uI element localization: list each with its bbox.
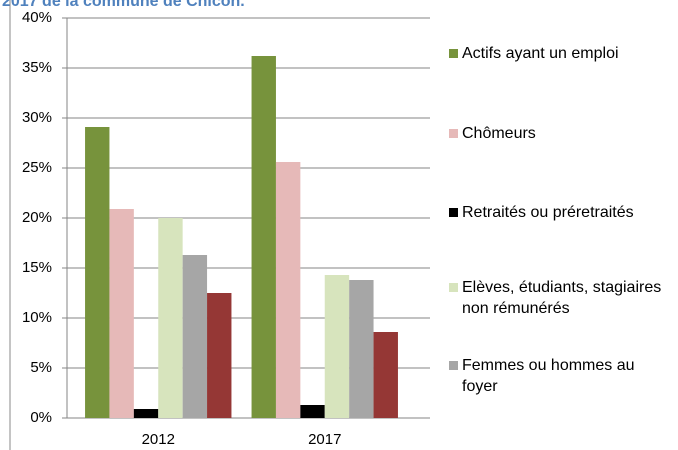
bar xyxy=(349,280,374,418)
legend-label: Retraités ou préretraités xyxy=(462,204,634,221)
bar xyxy=(373,332,398,418)
legend-swatch xyxy=(449,361,458,370)
legend-swatch xyxy=(449,208,458,217)
legend-entry: Chômeurs xyxy=(449,123,664,144)
bar xyxy=(324,275,350,418)
legend-swatch xyxy=(449,129,458,138)
y-tick-label: 35% xyxy=(22,59,52,76)
y-tick-label: 15% xyxy=(22,259,52,276)
y-tick-label: 30% xyxy=(22,109,52,126)
bar xyxy=(158,218,183,418)
y-tick-label: 5% xyxy=(30,359,52,376)
legend-swatch xyxy=(449,49,458,58)
legend-entry: Retraités ou préretraités xyxy=(449,202,664,223)
x-tick-label: 2017 xyxy=(308,431,341,448)
legend-entry: Actifs ayant un emploi xyxy=(449,43,664,64)
bar xyxy=(207,293,232,418)
y-tick-label: 40% xyxy=(22,9,52,26)
bar xyxy=(85,127,110,418)
y-tick-label: 20% xyxy=(22,209,52,226)
bar xyxy=(300,405,325,418)
legend-swatch xyxy=(449,283,458,292)
y-tick-label: 10% xyxy=(22,309,52,326)
bar xyxy=(133,409,159,418)
bar xyxy=(251,56,276,418)
y-tick-label: 0% xyxy=(30,409,52,426)
legend-label: Femmes ou hommes au foyer xyxy=(462,357,635,395)
y-tick-label: 25% xyxy=(22,159,52,176)
bar xyxy=(182,255,208,418)
x-tick-label: 2012 xyxy=(142,431,175,448)
legend-entry: Elèves, étudiants, stagiaires non rémuné… xyxy=(449,277,664,319)
bar xyxy=(275,162,301,418)
bar xyxy=(109,209,134,418)
chart-title: 2017 de la commune de Chicon. xyxy=(2,0,245,10)
legend-label: Actifs ayant un emploi xyxy=(462,45,619,62)
legend-entry: Femmes ou hommes au foyer xyxy=(449,355,664,397)
legend-label: Chômeurs xyxy=(462,125,536,142)
legend-label: Elèves, étudiants, stagiaires non rémuné… xyxy=(462,279,662,317)
